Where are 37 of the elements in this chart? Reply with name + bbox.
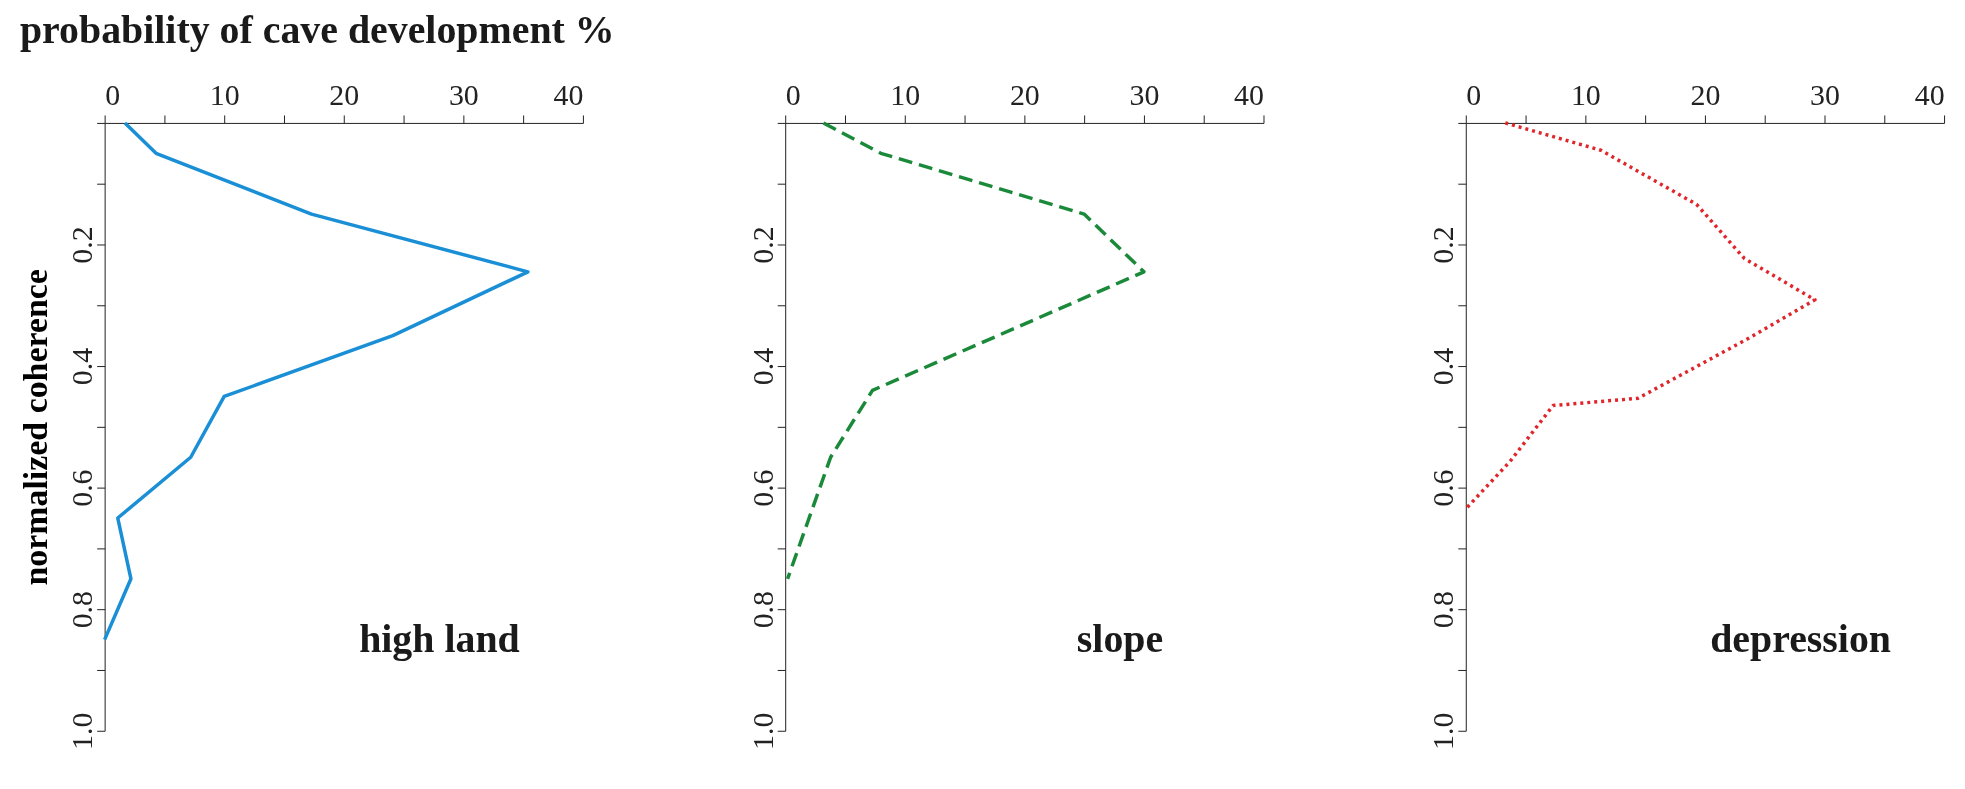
y-tick-label: 0.4 <box>65 347 99 386</box>
x-tick-label: 20 <box>1690 78 1721 112</box>
y-tick-label: 0.2 <box>1426 226 1460 264</box>
line-series <box>1464 121 1817 511</box>
y-tick-label: 0.4 <box>745 347 779 386</box>
x-tick-label: 10 <box>209 78 240 112</box>
y-tick-label: 0.2 <box>65 226 99 264</box>
y-tick-label: 0.2 <box>745 226 779 264</box>
y-tick-label: 1.0 <box>745 712 779 750</box>
y-tick-label: 1.0 <box>1426 712 1460 750</box>
x-tick-label: 30 <box>1129 78 1160 112</box>
y-tick-label: 1.0 <box>65 712 99 750</box>
x-tick-label: 20 <box>329 78 360 112</box>
x-tick-label: 0 <box>785 78 801 112</box>
x-tick-label: 10 <box>890 78 921 112</box>
y-tick-label: 0.6 <box>1426 469 1460 507</box>
y-tick-label: 0.8 <box>65 591 99 629</box>
y-axis-title: normalized coherence <box>17 269 55 586</box>
text: high land <box>359 615 520 661</box>
x-tick-label: 40 <box>1914 78 1945 112</box>
y-tick-label: 0.6 <box>65 469 99 507</box>
x-tick-label: 30 <box>1810 78 1840 112</box>
y-tick-label: 0.4 <box>1426 347 1460 386</box>
text: slope <box>1076 615 1164 661</box>
y-tick-label: 0.6 <box>745 469 779 507</box>
x-tick-label: 0 <box>1466 78 1482 112</box>
x-tick-label: 10 <box>1570 78 1601 112</box>
text: depression <box>1710 615 1891 661</box>
x-tick-label: 40 <box>553 78 584 112</box>
x-tick-label: 0 <box>105 78 121 112</box>
x-tick-label: 30 <box>448 78 479 112</box>
y-tick-label: 0.8 <box>745 591 779 629</box>
line-series <box>785 121 1146 581</box>
y-tick-label: 0.8 <box>1426 591 1460 629</box>
x-tick-label: 40 <box>1234 78 1264 112</box>
chart-title: probability of cave development % <box>19 7 615 53</box>
x-tick-label: 20 <box>1009 78 1040 112</box>
